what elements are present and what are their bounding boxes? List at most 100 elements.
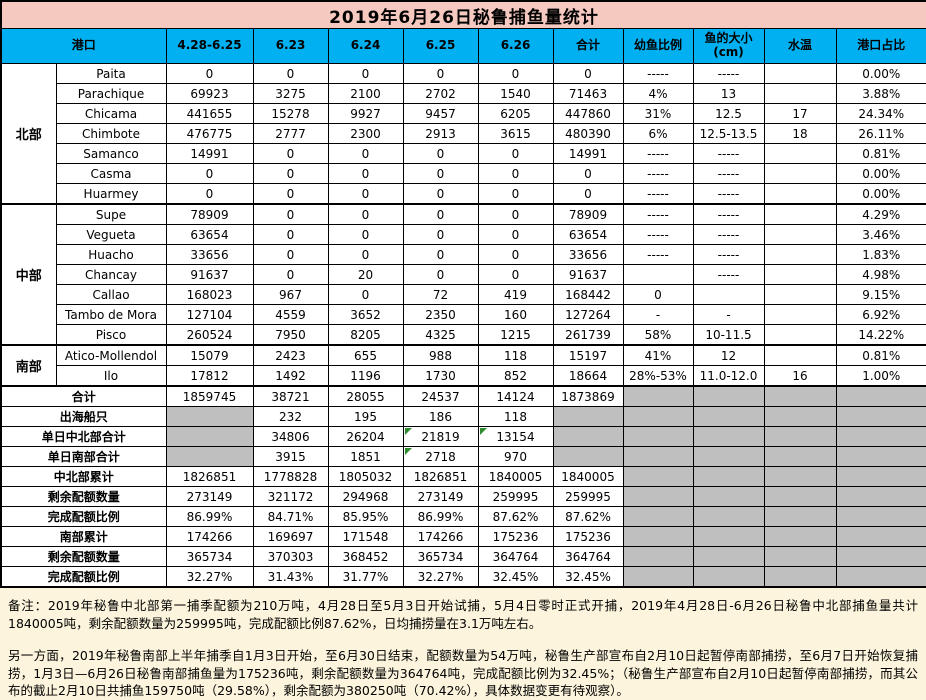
header-date-624: 6.24 (327, 28, 404, 64)
data-cell: 1840005 (477, 466, 554, 487)
data-cell: 0 (402, 143, 479, 164)
data-cell: 3652 (327, 304, 404, 325)
port-name: Chicama (55, 103, 167, 124)
port-row: Ilo 17812 1492 1196 1730 852 18664 28%-53% 11.0-… (1, 365, 926, 387)
data-cell: 3275 (252, 83, 329, 104)
data-cell: ----- (622, 63, 694, 84)
data-cell: 260524 (165, 324, 254, 346)
data-cell (763, 203, 837, 225)
header-date-623: 6.23 (252, 28, 329, 64)
data-cell: 368452 (327, 546, 404, 567)
data-cell: 63654 (165, 224, 254, 245)
data-cell: 0 (552, 183, 624, 205)
data-cell: ----- (622, 244, 694, 265)
empty-cell (692, 385, 765, 407)
data-cell: 86.99% (402, 506, 479, 527)
data-cell: 0 (327, 143, 404, 164)
data-cell: 0 (477, 224, 554, 245)
data-cell: 21819 (402, 426, 479, 447)
data-cell: 33656 (552, 244, 624, 265)
empty-cell (622, 406, 694, 427)
port-row: Huacho 33656 0 0 0 0 33656 ----- ----- 1.83% (1, 244, 926, 265)
data-cell: ----- (622, 183, 694, 205)
data-cell: 261739 (552, 324, 624, 346)
header-water-temp: 水温 (763, 28, 837, 64)
data-cell: 78909 (165, 203, 254, 225)
port-row: Chimbote 476775 2777 2300 2913 3615 480390 6% 12… (1, 123, 926, 144)
summary-row: 完成配额比例 86.99% 84.71% 85.95% 86.99% 87.62% 87.6… (0, 506, 926, 527)
data-cell: 273149 (402, 486, 479, 507)
data-cell: 17812 (165, 365, 254, 387)
data-cell: ----- (692, 183, 765, 205)
data-cell (763, 143, 837, 164)
empty-cell (763, 466, 837, 487)
summary-row: 剩余配额数量 273149 321172 294968 273149 259995 2599… (0, 486, 926, 507)
data-cell: ----- (692, 264, 765, 285)
empty-cell (763, 406, 837, 427)
port-row: Chicama 441655 15278 9927 9457 6205 447860 31% 1… (1, 103, 926, 124)
data-cell: 4.98% (835, 264, 926, 285)
data-cell: ----- (692, 143, 765, 164)
data-cell: - (622, 304, 694, 325)
summary-label: 中北部累计 (0, 466, 167, 487)
data-cell: 0 (477, 244, 554, 265)
data-cell: 0 (477, 163, 554, 184)
data-cell: 16 (763, 365, 837, 387)
data-cell: 2300 (327, 123, 404, 144)
data-cell: 12.5 (692, 103, 765, 124)
data-cell (165, 446, 254, 467)
data-cell: 0 (402, 63, 479, 84)
data-cell: ----- (692, 203, 765, 225)
data-cell: 14991 (552, 143, 624, 164)
data-cell: 8205 (327, 324, 404, 346)
data-cell: 2777 (252, 123, 329, 144)
fishing-stats-table: 2019年6月26日秘鲁捕鱼量统计 港口 4.28-6.25 6.23 6.24… (0, 0, 926, 588)
port-name: Casma (55, 163, 167, 184)
header-date-625: 6.25 (402, 28, 479, 64)
port-name: Samanco (55, 143, 167, 164)
data-cell: 87.62% (477, 506, 554, 527)
data-cell: 6205 (477, 103, 554, 124)
data-cell: 0 (477, 63, 554, 84)
data-cell: 0 (252, 183, 329, 205)
port-row: Callao 168023 967 0 72 419 168442 0 9.15% (1, 284, 926, 305)
data-cell: 1492 (252, 365, 329, 387)
empty-cell (622, 426, 694, 447)
data-cell: 0 (252, 224, 329, 245)
empty-cell (835, 406, 926, 427)
data-cell: 0.81% (835, 344, 926, 366)
empty-cell (622, 486, 694, 507)
data-cell: ----- (692, 224, 765, 245)
data-cell: 15278 (252, 103, 329, 124)
data-cell: 17 (763, 103, 837, 124)
error-indicator-icon (404, 428, 412, 435)
data-cell: 0.00% (835, 183, 926, 205)
port-name: Atico-Mollendol (55, 344, 167, 366)
empty-cell (622, 546, 694, 567)
empty-cell (835, 566, 926, 588)
data-cell: 0 (402, 244, 479, 265)
data-cell: 24537 (402, 385, 479, 407)
data-cell: 2913 (402, 123, 479, 144)
data-cell: 655 (327, 344, 404, 366)
data-cell: 26.11% (835, 123, 926, 144)
data-cell: 186 (402, 406, 479, 427)
summary-label: 剩余配额数量 (0, 546, 167, 567)
data-cell: 26204 (327, 426, 404, 447)
data-cell: 0 (252, 63, 329, 84)
note-paragraph-north: 备注：2019年秘鲁中北部第一捕季配额为210万吨，4月28日至5月3日开始试捕… (8, 598, 918, 631)
data-cell: ----- (622, 224, 694, 245)
data-cell: 24.34% (835, 103, 926, 124)
summary-row: 剩余配额数量 365734 370303 368452 365734 364764 3647… (0, 546, 926, 567)
data-cell: 1540 (477, 83, 554, 104)
data-cell (692, 284, 765, 305)
data-cell: 364764 (477, 546, 554, 567)
data-cell: 365734 (165, 546, 254, 567)
data-cell: 273149 (165, 486, 254, 507)
data-cell: 6% (622, 123, 694, 144)
data-cell: 0 (552, 63, 624, 84)
data-cell: 3615 (477, 123, 554, 144)
summary-label: 完成配额比例 (0, 506, 167, 527)
data-cell: 32.45% (477, 566, 554, 588)
data-cell: 13154 (477, 426, 554, 447)
